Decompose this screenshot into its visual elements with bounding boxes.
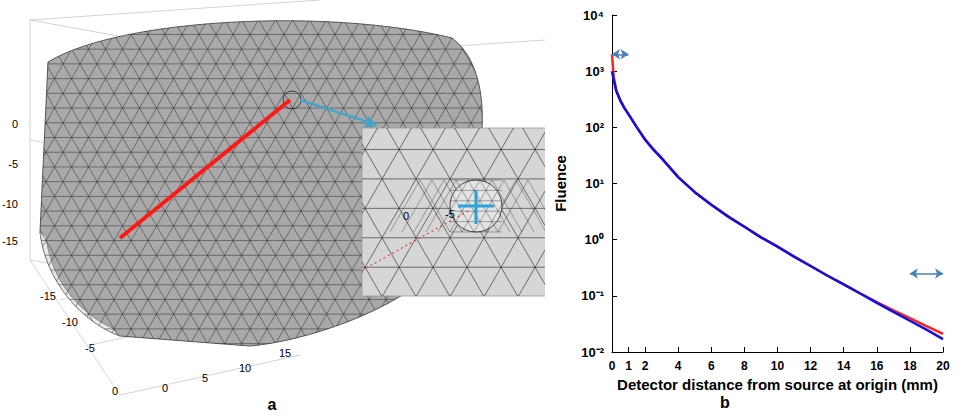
svg-text:10⁴: 10⁴ [583, 8, 604, 23]
svg-text:5: 5 [202, 372, 208, 384]
svg-text:Fluence: Fluence [552, 155, 569, 212]
svg-text:12: 12 [804, 359, 818, 373]
svg-text:-15: -15 [40, 290, 56, 302]
svg-text:-5: -5 [8, 158, 18, 170]
svg-text:10¹: 10¹ [585, 176, 604, 191]
svg-text:6: 6 [708, 359, 715, 373]
svg-text:b: b [720, 394, 730, 411]
svg-text:0: 0 [112, 385, 118, 397]
svg-text:0: 0 [403, 210, 409, 222]
svg-text:1: 1 [625, 359, 632, 373]
svg-text:2: 2 [642, 359, 649, 373]
svg-text:14: 14 [837, 359, 851, 373]
svg-text:0: 0 [162, 382, 168, 394]
svg-text:-10: -10 [2, 198, 18, 210]
svg-text:-5: -5 [85, 342, 95, 354]
svg-text:20: 20 [936, 359, 950, 373]
svg-text:10²: 10² [585, 120, 604, 135]
svg-text:0: 0 [609, 359, 616, 373]
svg-text:4: 4 [675, 359, 682, 373]
svg-text:16: 16 [870, 359, 884, 373]
svg-text:10⁻¹: 10⁻¹ [581, 288, 604, 303]
svg-text:10: 10 [239, 362, 251, 374]
svg-text:-10: -10 [62, 316, 78, 328]
svg-text:Detector distance from source: Detector distance from source at origin … [617, 376, 938, 393]
svg-text:10³: 10³ [585, 64, 604, 79]
svg-text:18: 18 [903, 359, 917, 373]
svg-text:0: 0 [12, 118, 18, 130]
svg-text:-5: -5 [445, 208, 455, 220]
svg-text:-15: -15 [2, 235, 18, 247]
svg-text:8: 8 [741, 359, 748, 373]
svg-text:10: 10 [771, 359, 785, 373]
svg-text:10⁰: 10⁰ [585, 232, 604, 247]
svg-text:10⁻²: 10⁻² [581, 345, 604, 360]
svg-text:a: a [268, 396, 277, 413]
svg-text:15: 15 [279, 347, 291, 359]
